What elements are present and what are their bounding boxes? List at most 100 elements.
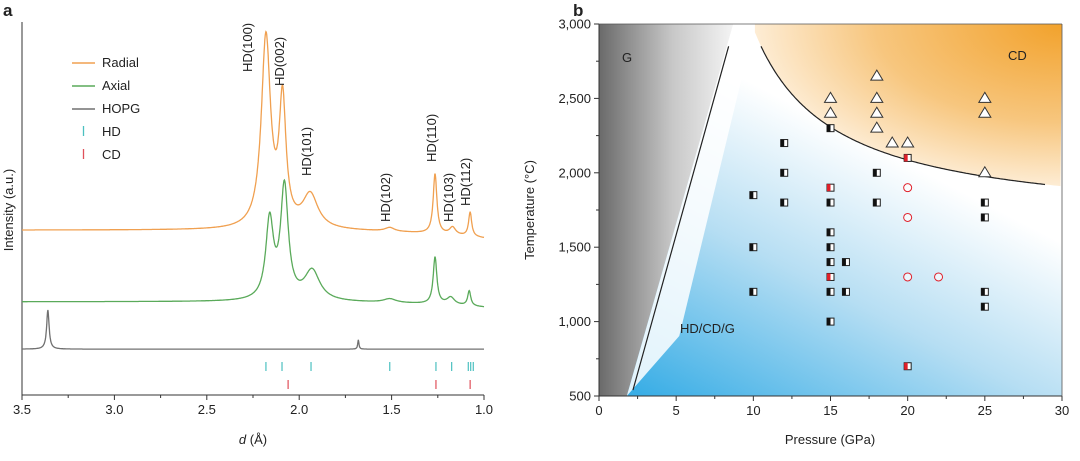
square-fill (904, 362, 908, 370)
square-fill (827, 124, 831, 132)
triangle-marker (977, 106, 992, 118)
cd-boundary-curve (760, 46, 1046, 186)
a-x-tick-label: 1.0 (475, 402, 493, 417)
a-xlabel: d (Å) (239, 432, 267, 447)
triangle-marker (869, 106, 884, 118)
white-wedge (626, 24, 755, 396)
triangle-marker (823, 91, 838, 103)
square-fill (827, 199, 831, 207)
peak-label: HD(110) (424, 114, 439, 162)
triangle-marker (977, 165, 992, 178)
black-half-square-marker (826, 317, 835, 326)
black-half-square-marker (826, 287, 835, 296)
square-fill (780, 139, 785, 147)
triangle-marker (869, 121, 884, 133)
g-region (599, 24, 734, 396)
g-boundary-line (632, 46, 730, 391)
square-fill (827, 273, 831, 281)
red-half-square-marker (826, 183, 835, 192)
region-label: G (622, 50, 632, 65)
black-half-square-marker (872, 198, 881, 207)
red-half-square-marker (903, 362, 912, 371)
square-fill (749, 288, 754, 296)
square-fill (749, 191, 754, 199)
b-y-tick-label: 1,500 (558, 240, 591, 255)
a-xlabel-unit: (Å) (246, 432, 267, 447)
black-half-square-marker (841, 287, 850, 296)
square-fill (981, 213, 985, 221)
square-fill (827, 258, 831, 266)
spectrum-radial (22, 30, 485, 239)
panel-a-xrd: 3.5 3.0 2.5 2.0 1.5 1.0 HD(100) HD(002) HD(101) H… (13, 22, 493, 417)
square-fill (827, 288, 831, 296)
b-x-tick-label: 25 (978, 403, 992, 418)
legend-label: HD (102, 124, 121, 139)
b-xlabel: Pressure (GPa) (785, 432, 875, 447)
square-fill (873, 169, 877, 177)
black-half-square-marker (872, 168, 881, 177)
triangle-marker (869, 69, 884, 81)
region-label: HD/CD/G (680, 321, 735, 336)
peak-label: HD(101) (299, 127, 314, 176)
b-y-tick-label: 2,000 (558, 165, 591, 180)
a-xlabel-var: d (239, 432, 247, 447)
triangle-marker (900, 136, 915, 148)
b-x-tick-label: 30 (1055, 403, 1069, 418)
b-y-tick-label: 500 (569, 389, 591, 404)
square-fill (873, 199, 877, 207)
a-x-tick-label: 3.5 (13, 402, 31, 417)
black-half-square-marker (749, 243, 758, 252)
b-y-tick-label: 1,000 (558, 314, 591, 329)
spectrum-axial (22, 178, 485, 308)
black-half-square-marker (780, 168, 789, 177)
square-fill (780, 169, 785, 177)
b-x-tick-label: 10 (746, 403, 760, 418)
circle-marker (903, 212, 913, 222)
peak-label: HD(112) (458, 158, 473, 206)
legend-label: Axial (102, 78, 130, 93)
black-half-square-marker (980, 302, 989, 311)
red-half-square-marker (826, 272, 835, 281)
black-half-square-marker (826, 228, 835, 237)
square-fill (981, 199, 985, 207)
cd-region (754, 24, 1062, 187)
legend-label: Radial (102, 55, 139, 70)
a-x-tick-label: 1.5 (383, 402, 401, 417)
black-half-square-marker (826, 124, 835, 133)
black-half-square-marker (841, 258, 850, 267)
panel-b-phase-diagram: 0 5 10 15 20 25 30 500 1,000 1,500 2,000 2,500 3,000… (558, 17, 1069, 419)
black-half-square-marker (780, 198, 789, 207)
square-fill (842, 258, 846, 266)
triangle-marker (977, 91, 992, 103)
square-fill (904, 154, 908, 162)
square-fill (827, 318, 831, 326)
square-fill (981, 288, 985, 296)
triangle-marker (869, 91, 884, 103)
b-x-tick-label: 15 (823, 403, 837, 418)
a-ylabel: Intensity (a.u.) (1, 169, 16, 251)
spectrum-hopg (22, 309, 484, 350)
b-y-tick-label: 3,000 (558, 17, 591, 32)
b-x-tick-label: 5 (673, 403, 680, 418)
peak-label: HD(100) (240, 23, 255, 72)
peak-label: HD(102) (378, 173, 393, 222)
black-half-square-marker (826, 258, 835, 267)
circle-marker (903, 272, 913, 282)
a-x-tick-label: 2.5 (198, 402, 216, 417)
circle-marker (903, 183, 913, 193)
peak-label: HD(002) (272, 37, 287, 86)
panel-label-b: b (573, 1, 583, 20)
square-fill (749, 243, 754, 251)
square-fill (780, 199, 785, 207)
b-x-tick-label: 20 (900, 403, 914, 418)
black-half-square-marker (749, 287, 758, 296)
circle-marker (934, 272, 944, 282)
square-fill (981, 303, 985, 311)
black-half-square-marker (980, 198, 989, 207)
black-half-square-marker (749, 191, 758, 200)
black-half-square-marker (980, 287, 989, 296)
legend-label: HOPG (102, 101, 140, 116)
square-fill (827, 228, 831, 236)
square-fill (827, 243, 831, 251)
